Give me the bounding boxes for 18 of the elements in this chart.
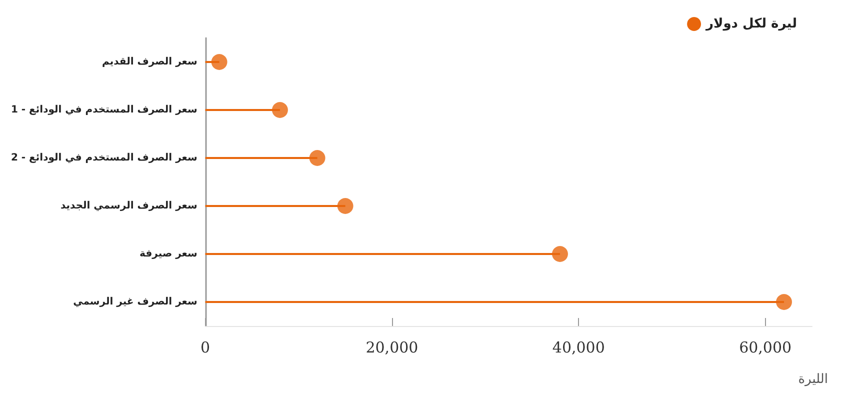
x-axis-title: الليرة	[798, 372, 828, 387]
x-tick-label: 0	[200, 338, 210, 356]
legend-label: ليرة لكل دولار	[705, 16, 798, 32]
x-tick-label: 40,000	[552, 338, 605, 356]
point	[272, 102, 288, 118]
x-tick-label: 60,000	[739, 338, 792, 356]
x-tick-label: 20,000	[366, 338, 418, 356]
point	[337, 198, 354, 214]
point	[211, 54, 228, 70]
y-tick-label: سعر الصرف غير الرسمي	[73, 296, 198, 308]
y-tick-label: سعر الصرف المستخدم في الودائع - 1	[10, 104, 198, 116]
y-tick-label: سعر الصرف الرسمي الجديد	[60, 200, 198, 212]
point	[552, 246, 568, 262]
point	[776, 294, 792, 310]
y-tick-label: سعر الصرف القديم	[102, 56, 198, 68]
point	[309, 150, 326, 166]
y-tick-label: سعر الصرف المستخدم في الودائع - 2	[10, 152, 198, 164]
y-tick-label: سعر صيرفة	[140, 248, 198, 260]
